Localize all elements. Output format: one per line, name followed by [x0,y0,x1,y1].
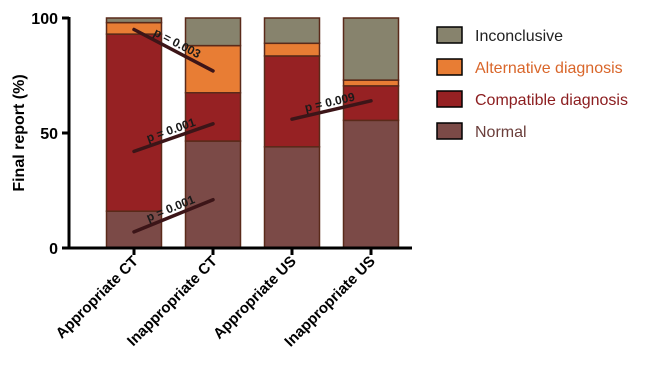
bar-segment [263,146,321,249]
bar-segment [184,140,242,249]
annotation-line [290,99,373,121]
legend: Inconclusive Alternative diagnosis Compati… [436,26,628,141]
legend-label: Alternative diagnosis [475,60,623,77]
bars-layer [105,17,400,249]
legend-swatch [436,58,463,76]
x-tick-label: Appropriate US [210,253,300,343]
bar-segment [105,210,163,249]
legend-label: Compatible diagnosis [475,92,628,109]
bar-segment [342,17,400,81]
annotation-line [132,197,215,234]
legend-swatch [436,122,463,140]
bar-segment [105,33,163,212]
bar-segment [263,42,321,57]
annotation-line [132,27,215,73]
y-tick-label: 100 [31,11,58,28]
annotation-line [132,122,215,154]
legend-label: Normal [475,124,527,141]
bar-segment [105,17,163,24]
y-axis-title: Final report (%) [11,74,28,191]
bar-segment [342,79,400,87]
bar-segment [263,55,321,148]
bar-segment [263,17,321,45]
legend-swatch [436,26,463,44]
bar-segment [184,17,242,47]
bar-segment [184,92,242,142]
y-tick-label: 50 [40,126,58,143]
legend-swatch [436,90,463,108]
legend-label: Inconclusive [475,28,563,45]
x-tick-label: Appropriate CT [53,253,142,342]
y-tick-label: 0 [49,241,58,258]
bar-segment [342,119,400,249]
